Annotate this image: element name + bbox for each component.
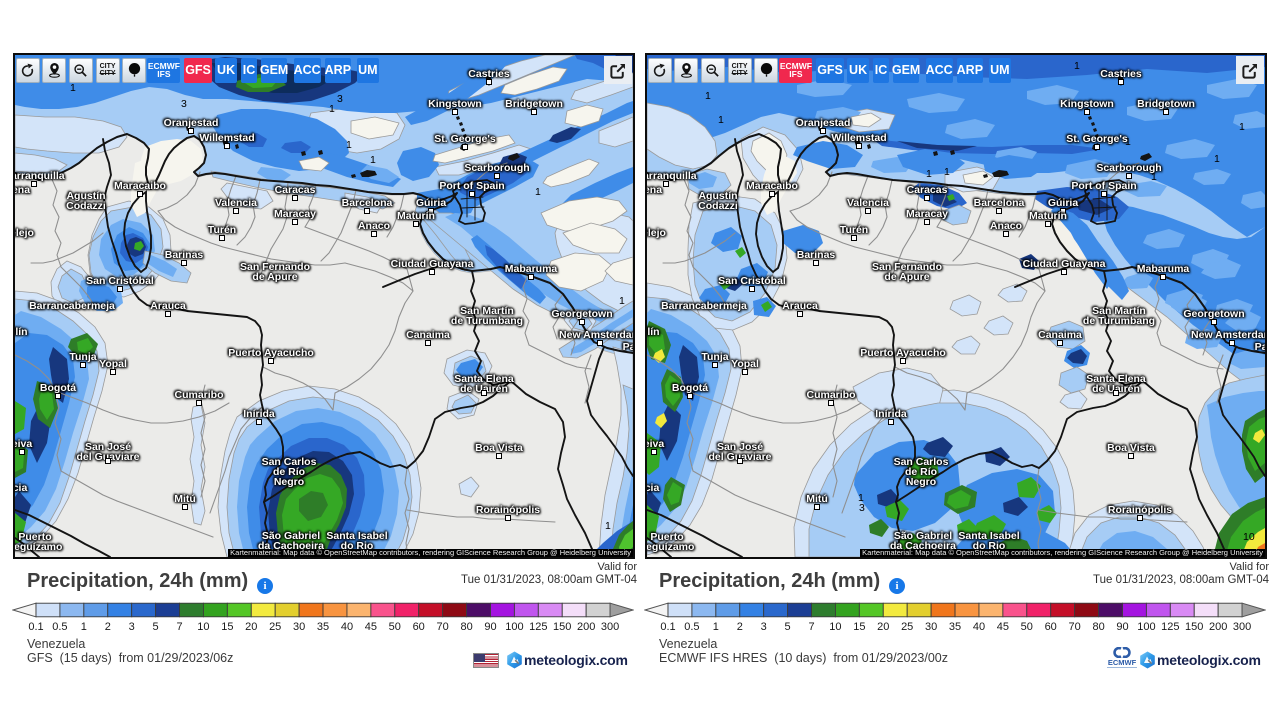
svg-text:1: 1 <box>1074 60 1080 72</box>
svg-text:1: 1 <box>858 492 864 504</box>
svg-text:3: 3 <box>181 98 187 110</box>
svg-text:1: 1 <box>1125 136 1131 148</box>
svg-text:1: 1 <box>1239 121 1245 133</box>
svg-text:1: 1 <box>1151 171 1157 183</box>
svg-text:1: 1 <box>718 114 724 126</box>
svg-text:1: 1 <box>1214 153 1220 165</box>
svg-text:1: 1 <box>619 295 625 307</box>
svg-text:1: 1 <box>329 103 335 115</box>
svg-text:3: 3 <box>337 93 343 105</box>
svg-text:1: 1 <box>926 168 932 180</box>
svg-text:3: 3 <box>859 502 865 514</box>
svg-text:1: 1 <box>944 166 950 178</box>
svg-text:1: 1 <box>705 90 711 102</box>
svg-text:1: 1 <box>346 139 352 151</box>
svg-text:1: 1 <box>535 186 541 198</box>
svg-text:10: 10 <box>1243 531 1255 543</box>
svg-text:1: 1 <box>70 82 76 94</box>
svg-text:1: 1 <box>605 520 611 532</box>
svg-text:1: 1 <box>370 154 376 166</box>
